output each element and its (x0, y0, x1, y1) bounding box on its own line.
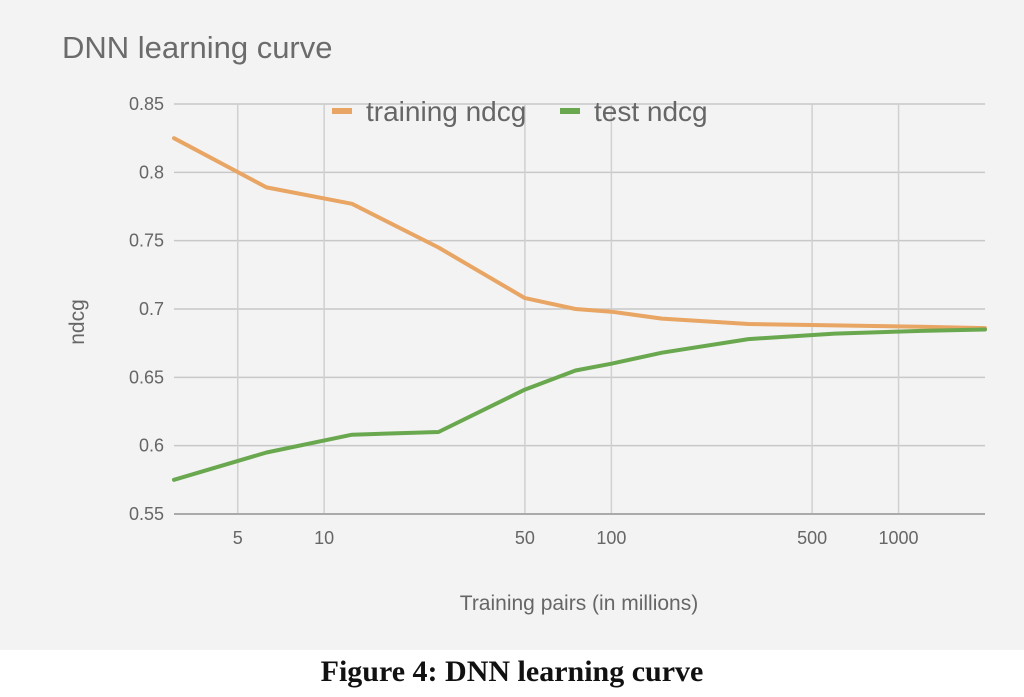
series-layer (172, 136, 987, 482)
x-tick-label: 5 (233, 528, 243, 548)
legend-label: training ndcg (366, 96, 526, 127)
y-tick-label: 0.7 (139, 299, 164, 319)
x-axis-label: Training pairs (in millions) (460, 592, 698, 615)
y-tick-label: 0.65 (129, 367, 164, 387)
line-chart: training ndcg test ndcg 0.55 0.6 0.65 0.7 0.7… (66, 94, 987, 615)
x-tick-label: 100 (596, 528, 626, 548)
y-tick-label: 0.75 (129, 231, 164, 251)
x-tick-label: 1000 (879, 528, 919, 548)
series-line-0 (172, 136, 987, 331)
x-axis-ticks: 5 10 50 100 500 1000 (233, 528, 919, 548)
y-tick-label: 0.8 (139, 162, 164, 182)
x-tick-label: 500 (797, 528, 827, 548)
y-axis-label: ndcg (66, 299, 89, 345)
gridlines (174, 103, 985, 515)
figure-caption: Figure 4: DNN learning curve (320, 655, 704, 688)
y-tick-label: 0.55 (129, 504, 164, 524)
y-tick-label: 0.85 (129, 94, 164, 114)
legend: training ndcg test ndcg (332, 96, 708, 127)
x-tick-label: 10 (314, 528, 334, 548)
y-axis-ticks: 0.55 0.6 0.65 0.7 0.75 0.8 0.85 (129, 94, 164, 524)
legend-label: test ndcg (594, 96, 708, 127)
series-line-1 (172, 327, 987, 482)
y-tick-label: 0.6 (139, 436, 164, 456)
x-tick-label: 50 (515, 528, 535, 548)
chart-title: DNN learning curve (62, 30, 333, 65)
